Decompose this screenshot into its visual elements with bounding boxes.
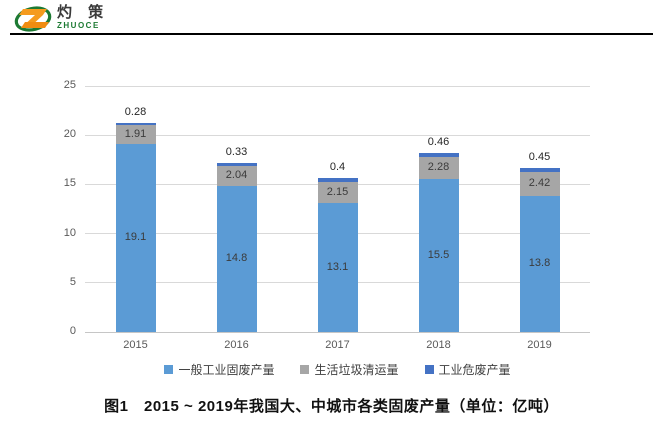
gridline — [85, 331, 590, 333]
x-axis-tick-label: 2017 — [325, 339, 350, 351]
bar-segment-2015 — [115, 122, 156, 126]
bar-segment-2019 — [519, 167, 560, 173]
y-axis-tick-label: 10 — [63, 226, 76, 239]
chart-legend: 一般工业固废产量 生活垃圾清运量 工业危废产量 — [85, 361, 590, 378]
bar-value-label: 2.28 — [427, 161, 450, 174]
x-axis-tick-label: 2019 — [527, 339, 552, 351]
gridline — [85, 134, 590, 136]
logo: 灼 策 ZHUOCE — [13, 2, 133, 34]
bar-value-label: 13.8 — [528, 257, 551, 270]
bar-segment-2016 — [216, 166, 257, 187]
legend-marker-gray — [300, 365, 310, 374]
figure-caption: 图1 2015 ~ 2019年我国大、中城市各类固废产量（单位：亿吨） — [104, 398, 559, 415]
bar-value-label: 1.91 — [124, 127, 147, 140]
x-axis-tick-label: 2015 — [123, 339, 148, 351]
header-divider — [10, 33, 653, 35]
bar-value-label: 15.5 — [427, 248, 450, 261]
bar-value-label: 14.8 — [225, 252, 248, 265]
legend-item-general-industrial-solid-waste: 一般工业固废产量 — [164, 361, 274, 378]
bar-segment-2015 — [115, 125, 156, 145]
bar-segment-2017 — [317, 203, 358, 332]
bar-segment-2018 — [418, 152, 459, 158]
bar-value-label: 19.1 — [124, 231, 147, 244]
y-axis-tick-label: 5 — [69, 275, 76, 288]
bar-value-label: 0.4 — [329, 161, 346, 173]
bar-segment-2016 — [216, 186, 257, 332]
y-axis-tick-label: 15 — [63, 177, 76, 190]
legend-label: 生活垃圾清运量 — [314, 363, 399, 377]
x-axis-tick-label: 2018 — [426, 339, 451, 351]
brand-name-en: ZHUOCE — [57, 21, 100, 30]
legend-item-household-garbage: 生活垃圾清运量 — [300, 361, 399, 378]
bar-value-label: 2.04 — [225, 169, 248, 182]
bar-value-label: 0.45 — [528, 150, 551, 163]
logo-text: 灼 策 ZHUOCE — [57, 4, 109, 30]
brand-name-cn: 灼 策 — [57, 4, 110, 21]
legend-item-hazardous-industrial-waste: 工业危废产量 — [424, 361, 511, 378]
bar-segment-2017 — [317, 178, 358, 182]
y-axis-tick-label: 0 — [69, 325, 76, 337]
legend-label: 工业危废产量 — [438, 363, 511, 377]
bar-segment-2017 — [317, 181, 358, 204]
bar-segment-2019 — [519, 172, 560, 197]
bar-value-label: 0.28 — [124, 105, 147, 118]
legend-label: 一般工业固废产量 — [178, 363, 275, 377]
bar-segment-2015 — [115, 144, 156, 332]
bar-segment-2016 — [216, 163, 257, 167]
bar-value-label: 13.1 — [326, 260, 349, 273]
bar-value-label: 2.42 — [528, 177, 551, 190]
bar-segment-2018 — [418, 179, 459, 332]
y-axis-tick-label: 25 — [63, 79, 76, 91]
bar-segment-2019 — [519, 196, 560, 332]
y-axis-tick-label: 20 — [63, 128, 76, 141]
x-axis-tick-label: 2016 — [224, 339, 249, 351]
legend-marker-dark-blue — [424, 365, 434, 374]
bar-value-label: 2.15 — [326, 185, 349, 198]
legend-marker-blue — [164, 365, 174, 374]
gridline — [85, 85, 590, 87]
zhuoce-logo-icon — [14, 6, 52, 32]
bar-value-label: 0.33 — [225, 146, 248, 159]
bar-segment-2018 — [418, 157, 459, 180]
bar-value-label: 0.46 — [427, 135, 450, 148]
